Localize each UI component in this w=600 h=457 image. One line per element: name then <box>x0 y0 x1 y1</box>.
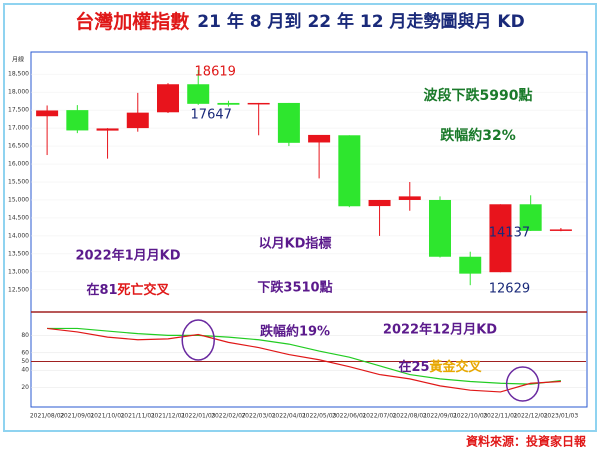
title-rest: 21 年 8 月到 22 年 12 月走勢圖與月 KD <box>197 11 524 32</box>
y-tick-label: 18,000 <box>8 89 29 96</box>
kd-line <box>47 327 561 385</box>
candle-body <box>217 102 240 105</box>
annotation-part: 在25 <box>398 359 429 375</box>
x-tick-label: 2022/01/03 <box>181 413 216 420</box>
x-tick-label: 2021/12/01 <box>151 413 186 420</box>
x-tick-label: 2022/06/01 <box>332 413 367 420</box>
candle-body <box>489 204 512 273</box>
y-tick-label: 12,500 <box>8 286 29 293</box>
annotation-part: 在81 <box>86 282 117 298</box>
y-tick-label: 60 <box>21 349 29 356</box>
y-tick-label: 16,500 <box>8 143 29 150</box>
candle-body <box>429 199 451 257</box>
y-tick-label: 17,000 <box>8 125 29 132</box>
candle-body <box>277 102 300 143</box>
y-tick-label: 14,500 <box>8 214 29 221</box>
y-tick-label: 17,500 <box>8 107 29 114</box>
candle-body <box>247 102 270 105</box>
x-tick-label: 2021/11/01 <box>120 413 155 420</box>
x-tick-label: 2022/08/01 <box>392 413 427 420</box>
candle-body <box>157 84 179 113</box>
annotation: 2022年12月月KD <box>383 322 497 338</box>
annotation-part: 黃金交叉 <box>429 359 483 375</box>
kd-line <box>47 327 561 393</box>
annotation: 跌幅約32% <box>440 127 516 144</box>
annotation: 在81死亡交叉 <box>86 282 170 298</box>
x-tick-label: 2022/04/01 <box>272 413 307 420</box>
x-tick-label: 2022/09/01 <box>423 413 458 420</box>
annotation: 波段下跌5990點 <box>424 87 533 104</box>
y-tick-label: 14,000 <box>8 232 29 239</box>
period-label: 月線 <box>12 56 24 64</box>
annotation: 18619 <box>195 64 236 79</box>
annotation: 跌幅約19% <box>260 324 330 340</box>
y-tick-label: 15,500 <box>8 179 29 186</box>
highlight-circle <box>505 366 540 402</box>
y-tick-label: 18,500 <box>8 71 29 78</box>
title-main: 台灣加權指數 <box>75 10 189 33</box>
candle-body <box>368 199 391 207</box>
candle-body <box>96 128 119 131</box>
candle-body <box>66 110 89 131</box>
frame <box>3 3 597 432</box>
y-tick-label: 20 <box>21 384 29 391</box>
plot-frame <box>30 51 588 408</box>
candle-body <box>459 256 482 274</box>
y-tick-label: 16,000 <box>8 161 29 168</box>
candle-body <box>126 112 149 129</box>
candle-body <box>519 204 542 231</box>
candle-body <box>36 110 59 117</box>
x-tick-label: 2022/07/01 <box>362 413 397 420</box>
x-tick-label: 2022/10/03 <box>453 413 488 420</box>
y-tick-label: 50 <box>21 358 29 365</box>
annotation: 下跌3510點 <box>257 280 332 296</box>
annotation: 14137 <box>489 225 530 240</box>
x-tick-label: 2022/03/01 <box>241 413 276 420</box>
y-tick-label: 13,500 <box>8 250 29 257</box>
y-tick-label: 13,000 <box>8 268 29 275</box>
candle-body <box>549 229 572 231</box>
highlight-circle <box>181 319 215 361</box>
y-tick-label: 15,000 <box>8 196 29 203</box>
candle-body <box>187 84 210 104</box>
annotation: 17647 <box>191 107 232 122</box>
x-tick-label: 2022/12/01 <box>513 413 548 420</box>
candle-body <box>398 196 421 200</box>
source: 資料來源：投資家日報 <box>466 434 587 449</box>
x-tick-label: 2023/01/03 <box>544 413 579 420</box>
candle-body <box>308 134 331 143</box>
candle-body <box>338 135 361 207</box>
x-tick-label: 2022/02/07 <box>211 413 246 420</box>
annotation: 12629 <box>489 282 530 297</box>
annotation: 以月KD指標 <box>259 236 332 252</box>
x-tick-label: 2021/08/02 <box>30 413 65 420</box>
chart-title: 台灣加權指數 21 年 8 月到 22 年 12 月走勢圖與月 KD <box>75 10 524 33</box>
annotation-part: 死亡交叉 <box>118 282 171 298</box>
y-tick-label: 80 <box>21 332 29 339</box>
x-tick-label: 2021/10/01 <box>90 413 125 420</box>
x-tick-label: 2021/09/01 <box>60 413 95 420</box>
x-tick-label: 2022/05/03 <box>302 413 337 420</box>
x-tick-label: 2022/11/01 <box>483 413 518 420</box>
annotation: 2022年1月月KD <box>75 248 180 264</box>
annotation: 在25黃金交叉 <box>398 359 482 375</box>
y-tick-label: 40 <box>21 367 29 374</box>
